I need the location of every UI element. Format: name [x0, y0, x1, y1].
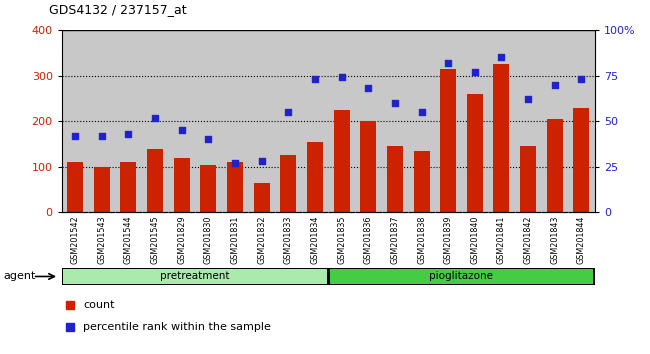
- Text: GSM201842: GSM201842: [524, 215, 532, 264]
- Text: GSM201830: GSM201830: [204, 215, 213, 263]
- Point: [96, 133, 107, 139]
- Point: [283, 109, 294, 115]
- Text: percentile rank within the sample: percentile rank within the sample: [83, 322, 271, 332]
- Text: agent: agent: [3, 272, 36, 281]
- Point: [310, 76, 320, 82]
- Text: GSM201831: GSM201831: [231, 215, 239, 263]
- Point: [523, 97, 533, 102]
- Text: GSM201844: GSM201844: [577, 215, 586, 263]
- Text: GSM201542: GSM201542: [71, 215, 79, 264]
- Bar: [307, 142, 323, 212]
- Text: count: count: [83, 300, 114, 310]
- Text: GSM201835: GSM201835: [337, 215, 346, 264]
- Bar: [227, 162, 243, 212]
- Text: GSM201543: GSM201543: [98, 215, 106, 264]
- Bar: [387, 146, 403, 212]
- Point: [550, 82, 560, 87]
- Bar: [254, 183, 270, 212]
- Point: [497, 55, 507, 60]
- Text: GSM201840: GSM201840: [471, 215, 479, 263]
- Point: [230, 160, 240, 166]
- Bar: [440, 69, 456, 212]
- Bar: [360, 121, 376, 212]
- Text: pretreatment: pretreatment: [161, 272, 229, 281]
- Bar: [330, 269, 593, 284]
- Bar: [520, 146, 536, 212]
- Bar: [573, 108, 590, 212]
- Text: GSM201838: GSM201838: [417, 215, 426, 263]
- Point: [363, 86, 373, 91]
- Text: GSM201833: GSM201833: [284, 215, 292, 263]
- Text: GSM201839: GSM201839: [444, 215, 452, 264]
- Bar: [493, 64, 510, 212]
- Bar: [63, 269, 327, 284]
- Point: [124, 131, 134, 137]
- Bar: [413, 151, 430, 212]
- Text: GSM201834: GSM201834: [311, 215, 319, 263]
- Bar: [120, 162, 136, 212]
- Point: [150, 115, 161, 120]
- Point: [396, 200, 406, 205]
- Point: [337, 75, 347, 80]
- Bar: [147, 149, 163, 212]
- Point: [417, 109, 427, 115]
- Point: [443, 60, 454, 66]
- Point: [396, 0, 406, 2]
- Text: GSM201843: GSM201843: [551, 215, 559, 263]
- Bar: [547, 119, 563, 212]
- Bar: [280, 155, 296, 212]
- Text: GSM201829: GSM201829: [177, 215, 186, 264]
- Point: [203, 137, 213, 142]
- Text: GSM201837: GSM201837: [391, 215, 399, 264]
- Point: [70, 133, 81, 139]
- Text: GSM201545: GSM201545: [151, 215, 159, 264]
- Text: GSM201544: GSM201544: [124, 215, 133, 264]
- Text: GSM201841: GSM201841: [497, 215, 506, 263]
- Point: [577, 76, 587, 82]
- Point: [390, 100, 400, 106]
- Bar: [67, 162, 83, 212]
- Bar: [200, 165, 216, 212]
- Point: [177, 127, 187, 133]
- Bar: [174, 158, 190, 212]
- Text: GDS4132 / 237157_at: GDS4132 / 237157_at: [49, 3, 187, 16]
- Bar: [333, 110, 350, 212]
- Bar: [94, 167, 110, 212]
- Text: GSM201832: GSM201832: [257, 215, 266, 264]
- Text: GSM201836: GSM201836: [364, 215, 372, 263]
- Point: [256, 159, 267, 164]
- Bar: [467, 94, 483, 212]
- Text: pioglitazone: pioglitazone: [430, 272, 493, 281]
- Point: [469, 69, 480, 75]
